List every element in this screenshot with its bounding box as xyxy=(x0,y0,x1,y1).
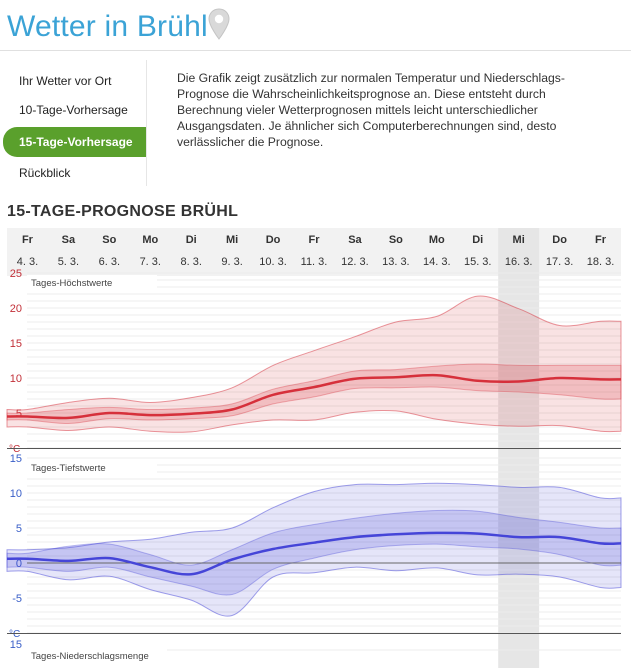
high-y-tick: 5 xyxy=(16,408,22,420)
section-title: 15-TAGE-PROGNOSE BRÜHL xyxy=(7,203,239,220)
date-label: 15. 3. xyxy=(464,256,492,268)
low-median-line xyxy=(6,531,622,576)
nav-item-rueckblick[interactable]: Rückblick xyxy=(19,166,71,180)
precip-y-tick: 15 xyxy=(10,639,22,651)
day-label: Di xyxy=(472,234,483,246)
title-divider xyxy=(0,50,631,51)
map-pin-icon xyxy=(208,8,230,40)
date-label: 14. 3. xyxy=(423,256,451,268)
day-label: Fr xyxy=(309,234,321,246)
low-quartile-band xyxy=(6,509,622,596)
date-label: 11. 3. xyxy=(301,256,328,268)
forecast-chart: Fr Sa So Mo Di Mi Do Fr Sa So Mo Di Mi Do Fr 4. 3. 5. 3.… xyxy=(6,228,622,668)
date-label: 4. 3. xyxy=(17,256,38,268)
day-label: So xyxy=(389,234,403,246)
high-panel-label: Tages-Höchstwerte xyxy=(31,278,112,289)
low-label-bg xyxy=(27,460,157,474)
date-label: 12. 3. xyxy=(341,256,369,268)
day-label: Do xyxy=(266,234,281,246)
date-label: 6. 3. xyxy=(99,256,120,268)
high-range-band xyxy=(6,295,622,433)
date-label: 17. 3. xyxy=(546,256,574,268)
day-label: Mo xyxy=(429,234,445,246)
day-label: Do xyxy=(552,234,567,246)
nav-item-15-tage[interactable]: 15-Tage-Vorhersage xyxy=(3,127,146,157)
high-y-tick: 25 xyxy=(10,268,22,280)
high-unit-label: °C xyxy=(9,444,20,455)
day-label: Fr xyxy=(22,234,34,246)
date-label: 8. 3. xyxy=(180,256,201,268)
low-panel-label: Tages-Tiefstwerte xyxy=(31,463,106,474)
high-median-line xyxy=(6,373,622,420)
low-range-band xyxy=(6,482,622,617)
date-label: 13. 3. xyxy=(382,256,410,268)
precip-panel-label: Tages-Niederschlagsmenge xyxy=(31,651,149,662)
low-y-tick: -5 xyxy=(12,593,22,605)
low-y-tick: 5 xyxy=(16,523,22,535)
low-unit-label: °C xyxy=(9,629,20,640)
date-label: 10. 3. xyxy=(259,256,287,268)
nav-item-10-tage[interactable]: 10-Tage-Vorhersage xyxy=(19,103,128,117)
chart-description: Die Grafik zeigt zusätzlich zur normalen… xyxy=(177,71,565,149)
page-title: Wetter in Brühl xyxy=(7,10,208,43)
high-y-tick: 10 xyxy=(10,373,22,385)
day-label: Sa xyxy=(62,234,76,246)
low-y-tick: 10 xyxy=(10,488,22,500)
high-y-tick: 15 xyxy=(10,338,22,350)
low-y-tick: 0 xyxy=(16,558,22,570)
date-label: 16. 3. xyxy=(505,256,533,268)
date-label: 7. 3. xyxy=(140,256,161,268)
high-y-tick: 20 xyxy=(10,303,22,315)
nav-item-wetter-vor-ort[interactable]: Ihr Wetter vor Ort xyxy=(19,74,112,88)
day-label: Fr xyxy=(595,234,607,246)
date-label: 18. 3. xyxy=(587,256,615,268)
low-y-tick: 15 xyxy=(10,453,22,465)
high-label-bg xyxy=(27,275,157,289)
day-label: Di xyxy=(186,234,197,246)
date-label: 5. 3. xyxy=(58,256,79,268)
day-label: So xyxy=(102,234,116,246)
day-label: Mo xyxy=(142,234,158,246)
precip-label-bg xyxy=(27,646,167,660)
sidebar-nav: Ihr Wetter vor Ort 10-Tage-Vorhersage 15… xyxy=(0,60,147,186)
day-label: Sa xyxy=(348,234,362,246)
date-label: 9. 3. xyxy=(221,256,242,268)
day-label: Mi xyxy=(513,234,525,246)
day-label: Mi xyxy=(226,234,238,246)
